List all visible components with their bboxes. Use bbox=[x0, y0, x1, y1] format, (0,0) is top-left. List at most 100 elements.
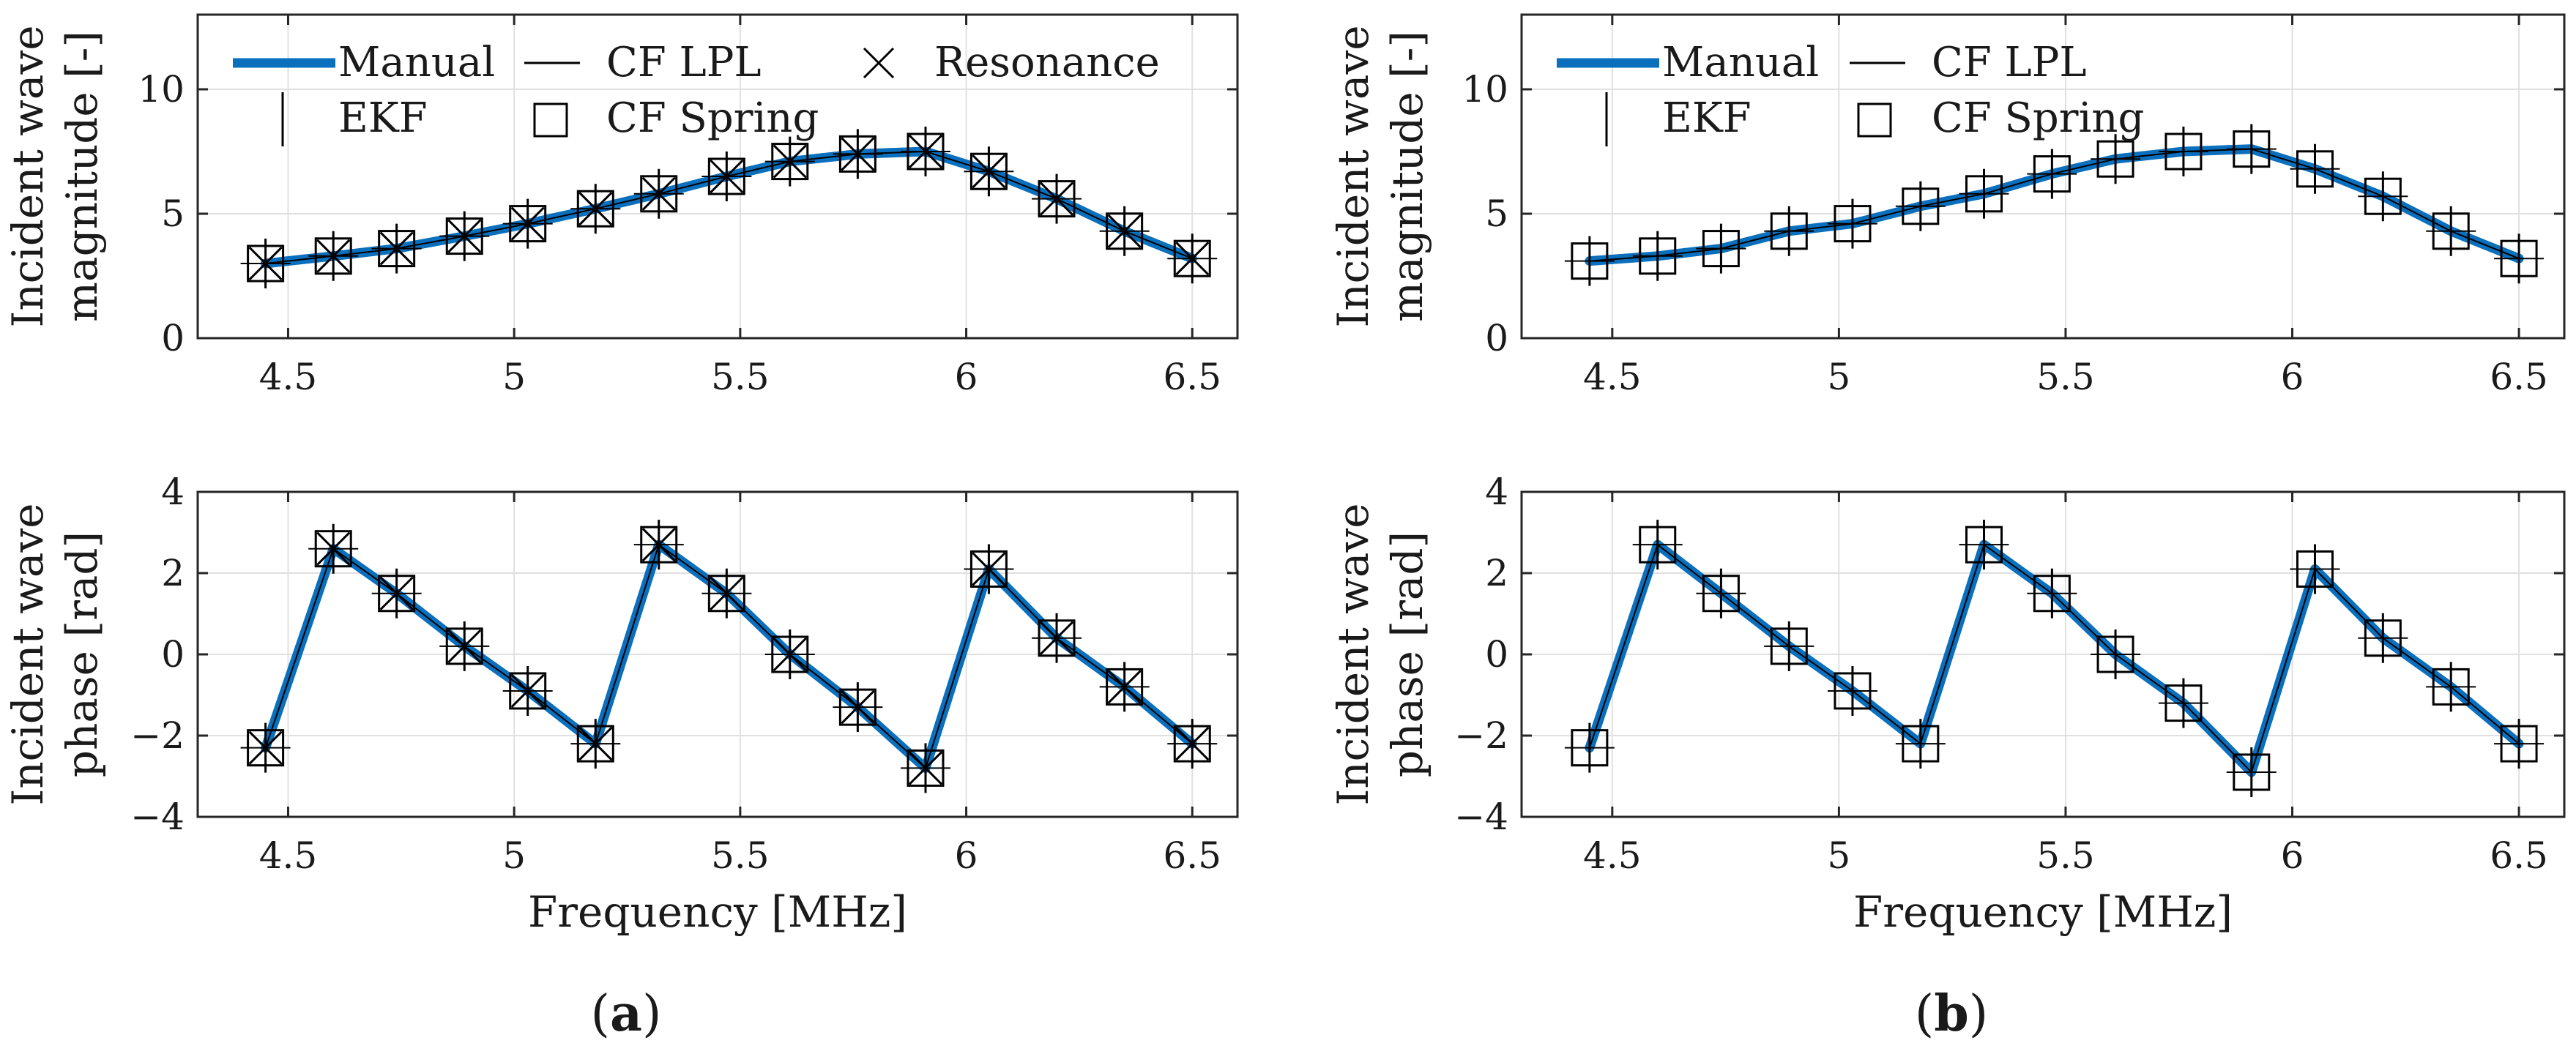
cf-spring-marker bbox=[1639, 237, 1677, 275]
y-tick-label: 10 bbox=[138, 68, 185, 111]
cf-spring-marker bbox=[2296, 150, 2334, 188]
cf-spring-marker bbox=[2432, 212, 2470, 250]
resonance-marker-stroke bbox=[379, 231, 414, 266]
resonance-marker-stroke bbox=[1039, 182, 1074, 216]
x-tick-label: 6.5 bbox=[2490, 356, 2548, 398]
cf-spring-marker bbox=[1770, 212, 1808, 250]
resonance-marker-stroke bbox=[710, 159, 744, 194]
legend-manual-label: Manual bbox=[338, 39, 495, 86]
cf-spring-marker bbox=[969, 550, 1008, 588]
x-tick-label: 6 bbox=[2281, 356, 2304, 398]
resonance-marker-stroke bbox=[841, 137, 875, 171]
x-tick-label: 5 bbox=[1827, 356, 1850, 398]
resonance-marker-stroke bbox=[1039, 621, 1074, 655]
cf-spring-marker bbox=[1639, 526, 1677, 564]
cf-spring-marker bbox=[2164, 132, 2203, 171]
cf-spring-marker bbox=[771, 143, 809, 181]
y-tick-label: 10 bbox=[1462, 68, 1508, 111]
y-axis-label-line1: Incident wave bbox=[1328, 503, 1378, 805]
resonance-marker-stroke bbox=[578, 727, 613, 761]
cf-spring-marker bbox=[2096, 635, 2134, 673]
resonance-marker-stroke bbox=[972, 552, 1006, 586]
legend-a: Manual CF LPL Resonance EKF CF Spring bbox=[233, 39, 1160, 146]
cf-spring-marker bbox=[2432, 668, 2470, 706]
resonance-marker-stroke bbox=[447, 219, 482, 253]
cf-spring-marker bbox=[576, 725, 614, 763]
y-tick-label: −2 bbox=[1454, 714, 1508, 757]
resonance-marker-stroke bbox=[510, 673, 545, 709]
y-tick-label: 2 bbox=[1485, 552, 1508, 594]
y-tick-label: 0 bbox=[161, 633, 185, 676]
cf-spring-marker bbox=[838, 688, 876, 726]
y-axis-label-line1: Incident wave bbox=[3, 503, 53, 805]
cf-spring-marker bbox=[1702, 230, 1740, 268]
legend-cf-lpl-label: CF LPL bbox=[606, 39, 762, 86]
cf-spring-marker bbox=[1173, 239, 1211, 277]
cf-spring-marker bbox=[1038, 180, 1076, 218]
axes-frame bbox=[1520, 13, 2566, 340]
cf-spring-marker bbox=[707, 157, 745, 195]
cf-spring-marker bbox=[640, 526, 678, 564]
cf-spring-marker bbox=[1106, 212, 1144, 250]
chart-a-phase: 4.5 5 5.5 6 6.5 −4 −2 0 2 4 Incident wave phase [ra… bbox=[3, 471, 1239, 937]
resonance-marker-stroke bbox=[578, 192, 613, 226]
legend-ekf-label: EKF bbox=[338, 94, 428, 142]
resonance-marker-stroke bbox=[1175, 727, 1210, 761]
y-tick-label: 4 bbox=[161, 471, 185, 513]
legend-ekf-label: EKF bbox=[1662, 94, 1752, 142]
cf-spring-marker bbox=[2233, 130, 2271, 168]
y-axis-label-line1: Incident wave bbox=[1328, 25, 1378, 327]
cf-spring-marker bbox=[576, 190, 614, 228]
panel-label-a: (a) bbox=[590, 984, 661, 1043]
cf-spring-marker bbox=[314, 237, 352, 275]
cf-spring-marker bbox=[2096, 140, 2134, 178]
resonance-marker-stroke bbox=[841, 690, 875, 725]
x-tick-label: 5 bbox=[502, 834, 526, 877]
cf-spring-marker bbox=[1038, 619, 1076, 657]
y-axis-label-line2: phase [rad] bbox=[1382, 531, 1432, 777]
legend-cf-spring-swatch bbox=[1857, 102, 1892, 138]
resonance-marker-stroke bbox=[447, 629, 482, 663]
legend-cf-spring-swatch bbox=[533, 102, 568, 138]
cf-spring-marker bbox=[509, 205, 547, 243]
y-tick-label: 5 bbox=[1485, 193, 1508, 235]
cf-spring-marker bbox=[2296, 550, 2334, 588]
x-tick-label: 5.5 bbox=[711, 356, 770, 398]
chart-b-magnitude: 4.5 5 5.5 6 6.5 0 5 10 Incident wave magnitude [-… bbox=[1328, 13, 2566, 398]
cf-spring-marker bbox=[445, 627, 483, 665]
x-tick-label: 4.5 bbox=[1583, 834, 1642, 877]
cf-spring-marker bbox=[2033, 575, 2071, 613]
axes-frame bbox=[196, 13, 1239, 340]
y-axis-label-line2: phase [rad] bbox=[57, 531, 107, 777]
x-tick-label: 6.5 bbox=[2490, 834, 2548, 877]
cf-spring-marker bbox=[2233, 753, 2271, 791]
resonance-marker-stroke bbox=[773, 637, 807, 672]
x-tick-label: 6.5 bbox=[1163, 834, 1221, 877]
cf-spring-marker bbox=[907, 132, 945, 171]
x-tick-label: 5.5 bbox=[2036, 834, 2095, 877]
cf-spring-marker bbox=[1173, 725, 1211, 763]
cf-spring-marker bbox=[1702, 575, 1740, 613]
cf-spring-marker bbox=[509, 672, 547, 710]
resonance-marker-stroke bbox=[248, 246, 283, 281]
resonance-marker-stroke bbox=[972, 154, 1006, 189]
x-tick-label: 6.5 bbox=[1163, 356, 1221, 398]
resonance-marker-stroke bbox=[248, 730, 283, 765]
cf-spring-marker bbox=[2364, 177, 2402, 215]
x-tick-label: 4.5 bbox=[1583, 356, 1642, 398]
resonance-marker-stroke bbox=[379, 576, 414, 610]
resonance-marker-stroke bbox=[316, 239, 351, 273]
x-axis-label: Frequency [MHz] bbox=[1853, 887, 2233, 937]
cf-spring-marker bbox=[2500, 725, 2538, 763]
x-tick-label: 5.5 bbox=[2036, 356, 2095, 398]
legend-b: Manual CF LPL EKF CF Spring bbox=[1557, 39, 2144, 146]
y-tick-label: 0 bbox=[1485, 633, 1508, 676]
chart-a-magnitude: 4.5 5 5.5 6 6.5 0 5 10 Incident wave magnitude [-… bbox=[3, 13, 1239, 398]
legend-manual-label: Manual bbox=[1662, 39, 1819, 86]
x-tick-label: 6 bbox=[955, 834, 978, 877]
panel-label-b: (b) bbox=[1915, 984, 1989, 1043]
cf-spring-marker bbox=[2500, 239, 2538, 277]
cf-spring-marker bbox=[1902, 725, 1940, 763]
resonance-marker-stroke bbox=[1175, 242, 1210, 276]
